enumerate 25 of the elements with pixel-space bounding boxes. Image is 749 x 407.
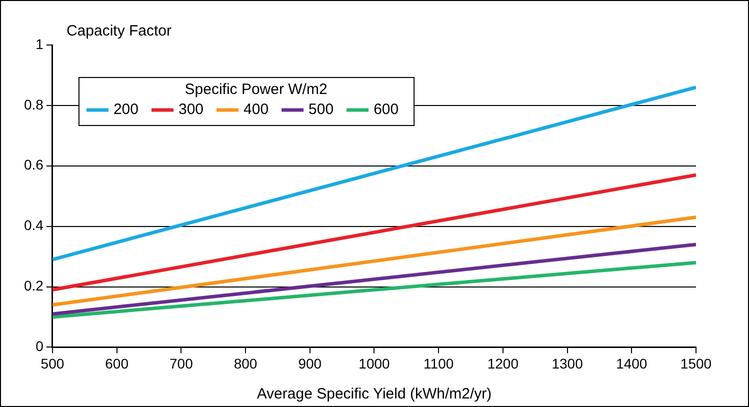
x-tick-label: 1300 (552, 355, 584, 372)
y-tick-label: 0.6 (24, 156, 44, 173)
y-axis-title: Capacity Factor (66, 22, 172, 40)
x-axis-title: Average Specific Yield (kWh/m2/yr) (256, 386, 492, 403)
x-tick-label: 1200 (487, 355, 519, 372)
y-tick-label: 0 (36, 338, 44, 354)
x-tick-label: 600 (105, 355, 129, 372)
x-tick-label: 1000 (358, 355, 390, 372)
legend-label: 600 (374, 101, 399, 118)
x-tick-label: 1100 (424, 355, 454, 372)
x-tick-label: 700 (169, 355, 194, 372)
legend-label: 500 (308, 101, 334, 118)
y-tick-label: 0.8 (24, 96, 44, 112)
legend-label: 300 (178, 101, 204, 118)
legend-label: 200 (113, 101, 138, 118)
legend-label: 400 (244, 101, 269, 118)
y-tick-label: 0.2 (24, 278, 44, 294)
x-tick-label: 800 (234, 355, 258, 372)
y-tick-label: 1 (36, 36, 44, 52)
x-tick-label: 1400 (616, 355, 648, 372)
x-tick-label: 1500 (680, 355, 712, 372)
x-tick-label: 900 (298, 355, 322, 372)
legend-title: Specific Power W/m2 (184, 81, 328, 98)
x-tick-label: 500 (40, 355, 64, 372)
y-tick-label: 0.4 (24, 217, 44, 234)
